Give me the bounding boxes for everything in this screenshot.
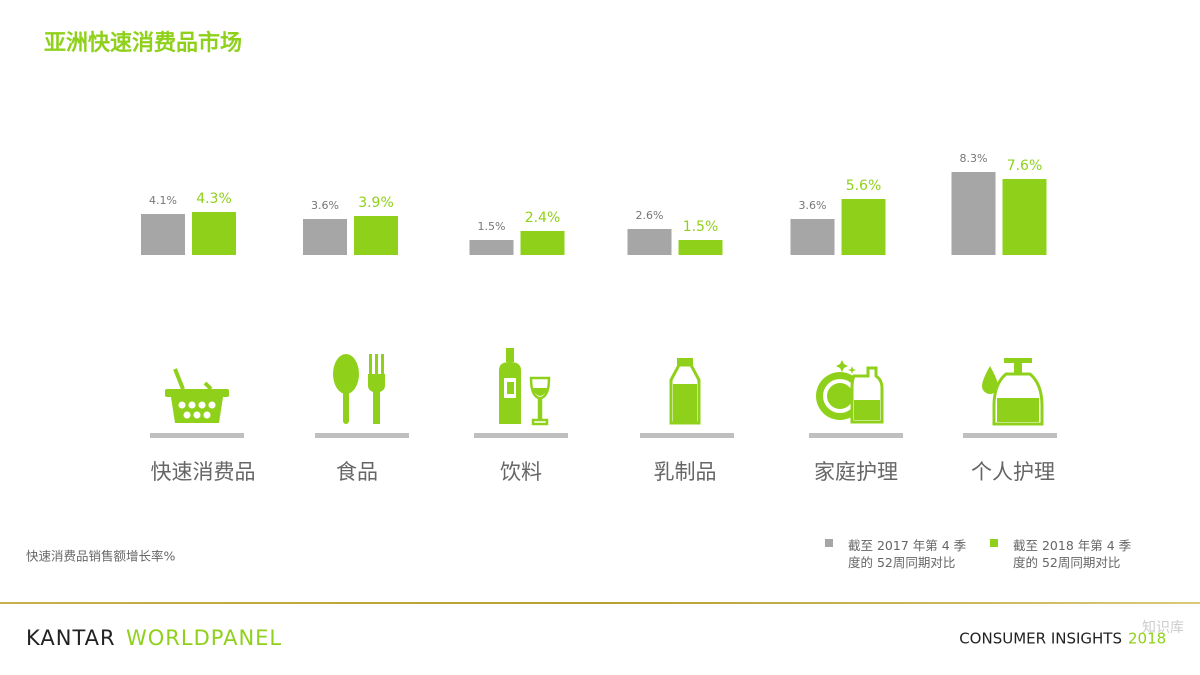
bar bbox=[627, 229, 672, 255]
bar bbox=[951, 172, 996, 255]
value-label: 4.1% bbox=[149, 194, 177, 207]
category-label: 个人护理 bbox=[971, 460, 1055, 484]
category-label: 家庭护理 bbox=[814, 460, 898, 484]
legend-swatch bbox=[825, 539, 833, 547]
value-label: 3.6% bbox=[799, 199, 827, 212]
brand-accent: WORLDPANEL bbox=[126, 626, 282, 650]
value-label: 7.6% bbox=[1007, 158, 1043, 174]
category-label: 饮料 bbox=[500, 460, 542, 484]
bar bbox=[1002, 179, 1047, 255]
icons bbox=[165, 348, 1044, 426]
icon-underline bbox=[150, 433, 244, 438]
value-label: 2.6% bbox=[636, 209, 664, 222]
legend-swatch bbox=[990, 539, 998, 547]
value-label: 3.9% bbox=[358, 195, 394, 211]
icon-underline bbox=[809, 433, 903, 438]
bar bbox=[141, 214, 185, 255]
bar bbox=[303, 219, 347, 255]
chart-title: 亚洲快速消费品市场 bbox=[44, 30, 242, 56]
legend-label: 截至 2017 年第 4 季度的 52周同期对比 bbox=[848, 538, 967, 570]
tagline: CONSUMER INSIGHTS bbox=[959, 630, 1122, 648]
bar bbox=[520, 231, 565, 255]
icon-underline bbox=[474, 433, 568, 438]
bar bbox=[469, 240, 514, 255]
value-label: 3.6% bbox=[311, 199, 339, 212]
category-label: 乳制品 bbox=[654, 460, 717, 484]
icon-underline bbox=[315, 433, 409, 438]
category-label: 快速消费品 bbox=[151, 460, 256, 484]
bar bbox=[354, 216, 398, 255]
brand: KANTAR bbox=[26, 626, 116, 650]
tagline-year: 2018 bbox=[1128, 630, 1166, 648]
bar bbox=[678, 240, 723, 255]
value-label: 2.4% bbox=[525, 210, 561, 226]
category-label: 食品 bbox=[336, 460, 378, 484]
value-label: 5.6% bbox=[846, 178, 882, 194]
value-label: 1.5% bbox=[683, 219, 719, 235]
watermark: 知识库 bbox=[1142, 619, 1184, 636]
value-label: 8.3% bbox=[960, 152, 988, 165]
bar bbox=[790, 219, 835, 255]
icon-underline bbox=[640, 433, 734, 438]
footer-rule bbox=[0, 602, 1200, 604]
bar bbox=[841, 199, 886, 255]
legend-label: 截至 2018 年第 4 季度的 52周同期对比 bbox=[1013, 538, 1132, 570]
value-label: 4.3% bbox=[196, 191, 232, 207]
value-label: 1.5% bbox=[478, 220, 506, 233]
icon-underline bbox=[963, 433, 1057, 438]
chart-note: 快速消费品销售额增长率% bbox=[26, 549, 176, 564]
bar bbox=[192, 212, 236, 255]
